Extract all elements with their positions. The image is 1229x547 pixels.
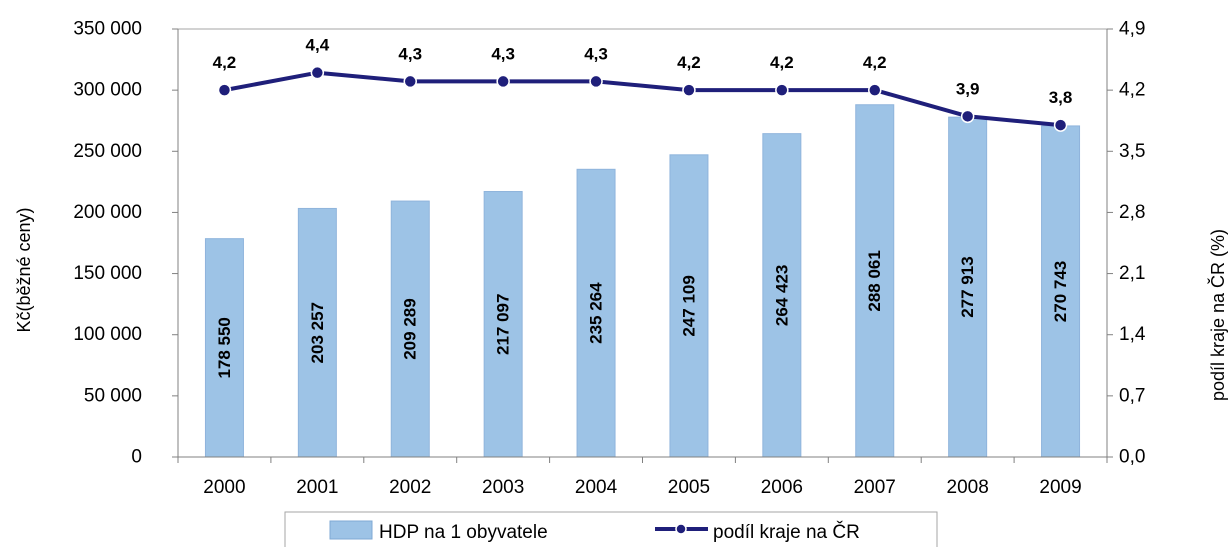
y-right-tick-label: 3,5	[1119, 141, 1145, 162]
bar-value-label: 209 289	[401, 298, 420, 359]
y-left-tick-label: 100 000	[73, 324, 142, 345]
y-right-tick-label: 2,8	[1119, 202, 1145, 223]
x-tick-label: 2003	[482, 477, 524, 498]
bar-value-label: 270 743	[1051, 261, 1070, 322]
y-left-tick-label: 250 000	[73, 141, 142, 162]
legend-label-bar: HDP na 1 obyvatele	[379, 522, 548, 543]
legend-swatch-bar	[329, 520, 373, 540]
bar	[1041, 125, 1081, 458]
y-left-tick-label: 150 000	[73, 263, 142, 284]
bar-value-label: 264 423	[772, 265, 791, 326]
line-marker	[589, 74, 603, 89]
y-right-tick-label: 2,1	[1119, 263, 1145, 284]
line-value-label: 4,2	[863, 53, 887, 72]
line-value-label: 4,3	[584, 44, 608, 63]
bar-value-label: 217 097	[494, 294, 513, 355]
line-marker	[682, 83, 696, 97]
bar	[576, 168, 616, 458]
y-axis-left-title: Kč(běžné ceny)	[14, 207, 34, 332]
axes: 0 0,0 50 000 0,7 100 000 1,4 150 000 2,1 200 000…	[73, 19, 1146, 499]
y-right-tick-label: 4,9	[1119, 19, 1145, 40]
bar	[390, 200, 430, 458]
y-axis-right-title: podíl kraje na ČR (%)	[1207, 229, 1228, 401]
bar-value-label: 288 061	[865, 250, 884, 311]
x-tick-label: 2000	[203, 477, 245, 498]
y-right-tick-label: 0,7	[1119, 385, 1145, 406]
line-marker	[960, 109, 975, 124]
line-value-label: 4,2	[770, 53, 794, 72]
legend-label-line: podíl kraje na ČR	[713, 521, 860, 543]
bar	[297, 207, 337, 458]
line-series	[217, 65, 1068, 132]
bar-value-label: 203 257	[308, 302, 327, 363]
line-value-label: 4,3	[398, 44, 422, 63]
y-left-tick-label: 0	[131, 447, 142, 468]
y-right-tick-label: 0,0	[1119, 447, 1145, 468]
bar-value-label: 247 109	[679, 275, 698, 336]
line-value-label: 3,9	[956, 79, 980, 98]
bar-value-label: 235 264	[587, 282, 606, 344]
x-tick-label: 2002	[389, 477, 431, 498]
x-tick-label: 2007	[854, 477, 896, 498]
y-left-tick-label: 50 000	[84, 385, 142, 406]
line-data-labels: 4,2 4,4 4,3 4,3 4,3 4,2 4,2 4,2 3,9 3,8	[213, 36, 1073, 107]
x-tick-label: 2004	[575, 477, 618, 498]
x-tick-label: 2009	[1039, 477, 1081, 498]
y-right-tick-label: 1,4	[1119, 324, 1146, 345]
legend: HDP na 1 obyvatele podíl kraje na ČR	[284, 511, 938, 547]
bar-value-label: 277 913	[958, 256, 977, 317]
x-tick-label: 2006	[761, 477, 803, 498]
line-marker	[1053, 118, 1068, 132]
line-marker	[403, 74, 417, 89]
line-marker	[217, 83, 232, 97]
line-marker	[310, 65, 325, 80]
line-marker	[868, 83, 882, 97]
x-tick-label: 2008	[947, 477, 989, 498]
bar	[948, 116, 988, 458]
legend-swatch-marker	[675, 523, 687, 535]
bar	[762, 133, 802, 458]
y-left-tick-label: 200 000	[73, 202, 142, 223]
x-tick-label: 2005	[668, 477, 710, 498]
x-tick-label: 2001	[296, 477, 338, 498]
legend-frame	[284, 511, 938, 547]
line-value-label: 3,8	[1049, 88, 1073, 107]
line-value-label: 4,2	[677, 53, 701, 72]
bar	[204, 238, 244, 458]
line-marker	[496, 74, 510, 89]
y-left-tick-label: 300 000	[73, 80, 142, 101]
line-value-label: 4,4	[306, 36, 330, 55]
series-line	[224, 70, 1061, 128]
line-value-label: 4,3	[491, 44, 515, 63]
y-left-tick-label: 350 000	[73, 19, 142, 40]
line-value-label: 4,2	[213, 53, 237, 72]
line-marker	[775, 83, 789, 97]
bar-value-label: 178 550	[215, 317, 234, 378]
bar-data-labels: 178 550 203 257 209 289 217 097 235 264 247 1…	[215, 250, 1070, 378]
y-right-tick-label: 4,2	[1119, 80, 1145, 101]
bar-series	[204, 104, 1081, 458]
